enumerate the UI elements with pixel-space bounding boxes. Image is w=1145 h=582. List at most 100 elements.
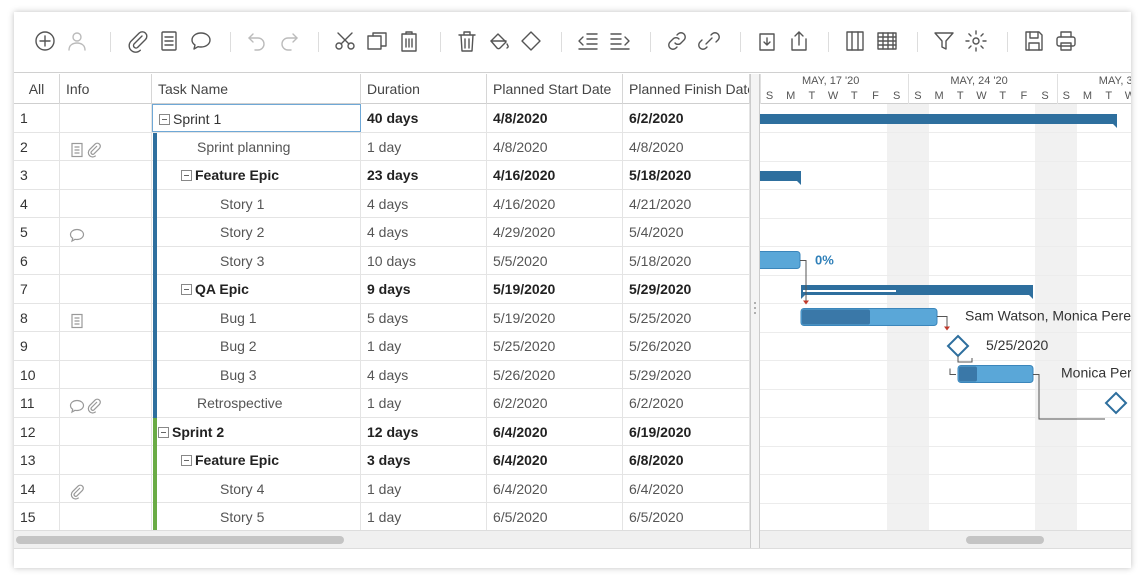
column-header-info[interactable]: Info [60,74,152,104]
grid-gantt-splitter[interactable] [750,74,760,568]
duration-cell[interactable]: 5 days [361,303,487,332]
table-row[interactable]: 1 Sprint 1 40 days 4/8/2020 6/2/2020 [14,104,750,133]
task-name-cell[interactable]: Story 4 [152,474,361,503]
collapse-toggle[interactable] [158,426,169,438]
table-row[interactable]: 11 Retrospective 1 day 6/2/2020 6/2/2020 [14,389,750,418]
comment-button[interactable] [188,28,214,54]
duration-cell[interactable]: 1 day [361,332,487,360]
table-row[interactable]: 14 Story 4 1 day 6/4/2020 6/4/2020 [14,474,750,504]
row-number-cell[interactable]: 1 [14,104,60,132]
start-date-cell[interactable]: 6/2/2020 [487,389,623,417]
task-name-cell[interactable]: Sprint 2 [152,417,361,446]
duration-cell[interactable]: 9 days [361,275,487,303]
finish-date-cell[interactable]: 6/4/2020 [623,474,750,503]
finish-date-cell[interactable]: 5/25/2020 [623,303,750,332]
table-row[interactable]: 12 Sprint 2 12 days 6/4/2020 6/19/2020 [14,417,750,447]
undo-button[interactable] [244,28,270,54]
gantt-summary-bar[interactable] [801,285,1033,299]
gantt-summary-bar[interactable] [760,171,801,185]
row-number-cell[interactable]: 11 [14,389,60,417]
row-number-cell[interactable]: 13 [14,446,60,474]
gantt-summary-bar[interactable] [760,114,1117,128]
table-row[interactable]: 8 Bug 1 5 days 5/19/2020 5/25/2020 [14,303,750,333]
finish-date-cell[interactable]: 5/18/2020 [623,161,750,189]
start-date-cell[interactable]: 6/5/2020 [487,503,623,530]
comment-icon[interactable] [69,224,85,246]
duration-cell[interactable]: 23 days [361,161,487,189]
collapse-toggle[interactable] [181,455,192,466]
task-name-cell[interactable]: Story 2 [152,218,361,246]
gantt-task-bar[interactable] [760,251,801,269]
print-button[interactable] [1053,28,1079,54]
task-name-cell[interactable]: Story 3 [152,246,361,275]
table-row[interactable]: 3 Feature Epic 23 days 4/16/2020 5/18/2020 [14,161,750,190]
table-row[interactable]: 2 Sprint planning 1 day 4/8/2020 4/8/2020 [14,132,750,162]
task-name-cell[interactable]: Bug 1 [152,303,361,332]
column-header-task-name[interactable]: Task Name [152,74,361,104]
column-header-planned-start-date[interactable]: Planned Start Date [487,74,623,104]
comment-icon[interactable] [69,395,85,417]
task-name-cell[interactable]: Bug 3 [152,360,361,389]
task-name-cell[interactable]: Story 5 [152,503,361,530]
start-date-cell[interactable]: 5/19/2020 [487,303,623,332]
task-name-cell[interactable]: Story 1 [152,189,361,218]
start-date-cell[interactable]: 4/29/2020 [487,218,623,246]
column-header-all[interactable]: All [14,74,60,104]
row-number-cell[interactable]: 12 [14,417,60,446]
finish-date-cell[interactable]: 6/8/2020 [623,446,750,474]
notes-button[interactable] [156,28,182,54]
table-row[interactable]: 10 Bug 3 4 days 5/26/2020 5/29/2020 [14,360,750,390]
attachment-icon[interactable] [69,481,85,503]
start-date-cell[interactable]: 5/19/2020 [487,275,623,303]
start-date-cell[interactable]: 4/16/2020 [487,161,623,189]
attachment-button[interactable] [124,28,150,54]
finish-date-cell[interactable]: 6/2/2020 [623,389,750,417]
add-resource-button[interactable] [64,28,90,54]
task-name-cell[interactable]: Sprint 1 [152,104,361,132]
milestone-marker[interactable] [946,334,970,358]
row-number-cell[interactable]: 5 [14,218,60,246]
duration-cell[interactable]: 12 days [361,417,487,446]
table-row[interactable]: 15 Story 5 1 day 6/5/2020 6/5/2020 [14,503,750,530]
task-name-cell[interactable]: QA Epic [152,275,361,303]
cut-button[interactable] [332,28,358,54]
table-row[interactable]: 6 Story 3 10 days 5/5/2020 5/18/2020 [14,246,750,276]
fill-color-button[interactable] [486,28,512,54]
gantt-horizontal-scrollbar[interactable] [760,530,1131,548]
save-button[interactable] [1021,28,1047,54]
start-date-cell[interactable]: 4/16/2020 [487,189,623,218]
duration-cell[interactable]: 1 day [361,474,487,503]
column-header-duration[interactable]: Duration [361,74,487,104]
start-date-cell[interactable]: 5/5/2020 [487,246,623,275]
grid-horizontal-scrollbar[interactable] [14,530,750,548]
move-down-button[interactable] [754,28,780,54]
attachment-icon[interactable] [86,139,102,161]
start-date-cell[interactable]: 4/8/2020 [487,104,623,132]
row-number-cell[interactable]: 10 [14,360,60,389]
move-up-button[interactable] [786,28,812,54]
row-number-cell[interactable]: 7 [14,275,60,303]
table-view-button[interactable] [874,28,900,54]
finish-date-cell[interactable]: 5/4/2020 [623,218,750,246]
finish-date-cell[interactable]: 5/29/2020 [623,360,750,389]
start-date-cell[interactable]: 6/4/2020 [487,446,623,474]
attachment-icon[interactable] [86,395,102,417]
finish-date-cell[interactable]: 5/18/2020 [623,246,750,275]
row-number-cell[interactable]: 2 [14,132,60,161]
row-number-cell[interactable]: 3 [14,161,60,189]
finish-date-cell[interactable]: 4/8/2020 [623,132,750,161]
finish-date-cell[interactable]: 5/29/2020 [623,275,750,303]
collapse-toggle[interactable] [181,170,192,181]
start-date-cell[interactable]: 4/8/2020 [487,132,623,161]
task-name-cell[interactable]: Sprint planning [152,132,361,161]
row-number-cell[interactable]: 15 [14,503,60,530]
settings-button[interactable] [963,28,989,54]
duration-cell[interactable]: 4 days [361,360,487,389]
milestone-marker[interactable] [1104,391,1128,415]
gantt-scroll-thumb[interactable] [966,536,1044,544]
start-date-cell[interactable]: 5/26/2020 [487,360,623,389]
duration-cell[interactable]: 3 days [361,446,487,474]
duration-cell[interactable]: 1 day [361,503,487,530]
table-row[interactable]: 9 Bug 2 1 day 5/25/2020 5/26/2020 [14,332,750,361]
row-number-cell[interactable]: 6 [14,246,60,275]
